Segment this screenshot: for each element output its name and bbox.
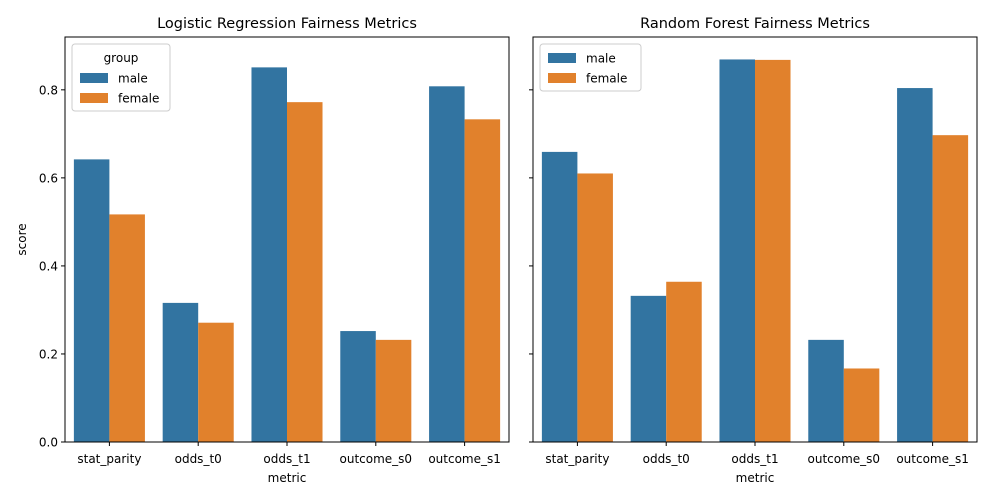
bar-male-outcome_s0 bbox=[340, 331, 376, 442]
chart-title: Random Forest Fairness Metrics bbox=[640, 16, 870, 32]
bar-female-outcome_s0 bbox=[843, 368, 880, 442]
chart-title: Logistic Regression Fairness Metrics bbox=[157, 16, 417, 32]
x-tick-label-outcome_s1: outcome_s1 bbox=[896, 452, 969, 466]
x-tick-label-stat_parity: stat_parity bbox=[77, 452, 141, 466]
y-axis-label: score bbox=[15, 223, 29, 255]
bar-male-outcome_s1 bbox=[429, 86, 465, 442]
legend-swatch-male bbox=[548, 53, 576, 63]
bar-female-odds_t0 bbox=[666, 281, 702, 442]
bar-male-odds_t1 bbox=[251, 67, 287, 442]
legend-title: group bbox=[104, 51, 139, 65]
bar-female-odds_t1 bbox=[755, 59, 791, 443]
x-tick-label-odds_t1: odds_t1 bbox=[263, 452, 310, 466]
y-tick-label: 0.2 bbox=[39, 347, 58, 361]
x-axis-label: metric bbox=[268, 471, 307, 485]
legend-label-male: male bbox=[118, 72, 148, 86]
legend-label-female: female bbox=[586, 72, 627, 86]
y-tick-label: 0.0 bbox=[39, 436, 58, 450]
bar-female-outcome_s1 bbox=[932, 135, 969, 443]
x-tick-label-odds_t0: odds_t0 bbox=[175, 452, 222, 466]
y-tick-label: 0.8 bbox=[39, 83, 58, 97]
bar-female-odds_t1 bbox=[287, 102, 323, 443]
legend-swatch-female bbox=[80, 93, 108, 103]
y-tick-label: 0.4 bbox=[39, 259, 58, 273]
x-tick-label-outcome_s0: outcome_s0 bbox=[808, 452, 881, 466]
bar-male-stat_parity bbox=[73, 159, 110, 442]
bar-female-odds_t0 bbox=[198, 322, 234, 442]
legend-label-female: female bbox=[118, 92, 159, 106]
x-tick-label-stat_parity: stat_parity bbox=[545, 452, 609, 466]
bar-female-outcome_s0 bbox=[375, 339, 412, 442]
bar-female-stat_parity bbox=[577, 173, 613, 442]
bar-female-outcome_s1 bbox=[464, 119, 501, 443]
legend-swatch-male bbox=[80, 73, 108, 83]
legend-swatch-female bbox=[548, 73, 576, 83]
bar-male-outcome_s0 bbox=[808, 339, 844, 442]
bar-male-odds_t1 bbox=[719, 59, 755, 443]
x-tick-label-odds_t1: odds_t1 bbox=[731, 452, 778, 466]
x-axis-label: metric bbox=[736, 471, 775, 485]
bar-female-stat_parity bbox=[109, 214, 145, 442]
legend-label-male: male bbox=[586, 52, 616, 66]
x-tick-label-outcome_s0: outcome_s0 bbox=[340, 452, 413, 466]
bar-male-odds_t0 bbox=[630, 295, 667, 442]
x-tick-label-outcome_s1: outcome_s1 bbox=[428, 452, 501, 466]
x-tick-label-odds_t0: odds_t0 bbox=[643, 452, 690, 466]
bar-male-outcome_s1 bbox=[897, 88, 933, 442]
bar-male-odds_t0 bbox=[162, 302, 199, 442]
bar-male-stat_parity bbox=[541, 151, 578, 443]
y-tick-label: 0.6 bbox=[39, 171, 58, 185]
